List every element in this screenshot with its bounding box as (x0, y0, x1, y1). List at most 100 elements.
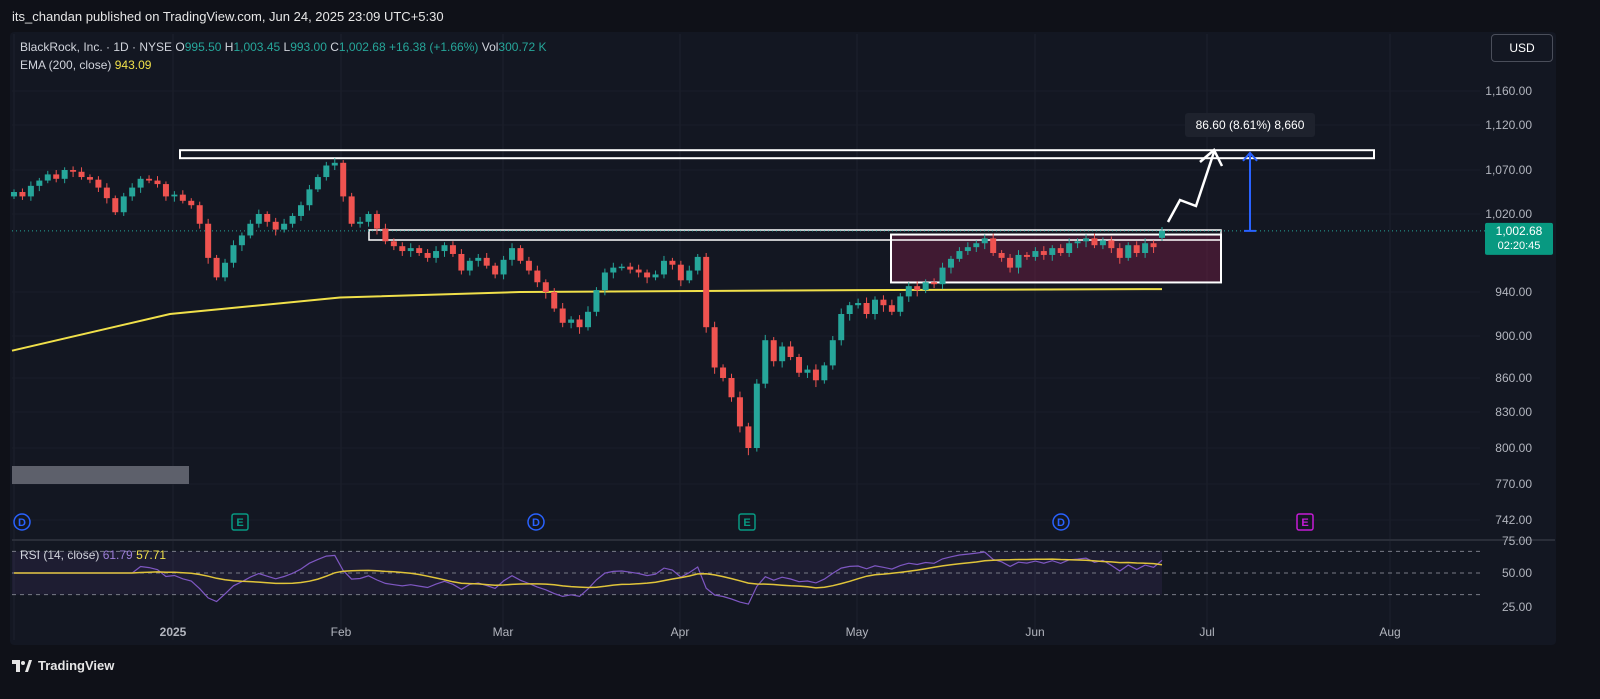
candle-body (1066, 243, 1073, 253)
rsi-ma-line (14, 558, 1163, 589)
candle-body (517, 248, 524, 261)
candle-body (652, 274, 659, 278)
candle-body (762, 340, 769, 384)
candle-body (880, 299, 887, 306)
x-tick-label: 2025 (160, 625, 187, 639)
candle-body (103, 187, 110, 199)
y-tick-label: 1,120.00 (1485, 118, 1532, 132)
candle-body (247, 223, 254, 236)
candle-body (576, 319, 583, 328)
candle-body (669, 260, 676, 265)
candle-body (542, 282, 549, 292)
candle-body (466, 260, 473, 271)
candle-body (314, 177, 321, 190)
candle-body (70, 170, 77, 172)
candle-body (509, 248, 516, 260)
hidden-panel-block (12, 466, 189, 484)
candle-body (171, 194, 178, 197)
candle-body (956, 251, 963, 259)
event-marker-letter: E (1301, 517, 1308, 529)
candle-body (703, 256, 710, 328)
candle-body (390, 241, 397, 247)
candle-body (990, 238, 997, 253)
candle-body (585, 311, 591, 328)
rsi-tick-label: 25.00 (1502, 600, 1532, 614)
event-marker-e[interactable]: E (231, 513, 249, 531)
candle-body (53, 174, 60, 179)
x-tick-label: Mar (493, 625, 514, 639)
countdown-value: 02:20:45 (1498, 240, 1541, 252)
candle-body (137, 178, 144, 188)
candle-body (281, 223, 288, 230)
x-tick-label: Jul (1199, 625, 1214, 639)
candle-body (635, 269, 642, 273)
candle-body (677, 264, 684, 281)
candles (11, 158, 1165, 456)
candle-body (787, 346, 794, 357)
candle-body (627, 266, 634, 270)
candle-body (568, 319, 575, 323)
event-marker-letter: D (532, 517, 540, 529)
candle-body (770, 340, 777, 362)
currency-button[interactable]: USD (1491, 34, 1553, 62)
x-tick-label: Jun (1025, 625, 1044, 639)
candle-body (888, 305, 895, 312)
candle-body (500, 259, 507, 275)
event-marker-d[interactable]: D (1052, 513, 1070, 531)
y-tick-label: 1,020.00 (1485, 207, 1532, 221)
event-marker-d[interactable]: D (13, 513, 31, 531)
event-marker-square (1296, 513, 1314, 531)
event-marker-d[interactable]: D (527, 513, 545, 531)
resistance-zone-box (179, 149, 1375, 160)
candle-body (112, 198, 119, 213)
candle-body (947, 258, 954, 268)
candle-body (686, 270, 693, 281)
candle-body (340, 162, 347, 197)
candle-body (863, 303, 870, 314)
candle-body (492, 265, 499, 275)
symbol-label: BlackRock, Inc. · 1D · NYSE (20, 40, 173, 54)
candle-body (1032, 251, 1039, 257)
candle-body (323, 165, 330, 178)
candle-body (1142, 243, 1149, 253)
candle-body (1159, 230, 1165, 238)
brand-footer[interactable]: TradingView (12, 658, 114, 673)
event-marker-circle (1052, 513, 1070, 531)
y-tick-label: 900.00 (1495, 329, 1532, 343)
candle-body (821, 365, 828, 381)
event-marker-letter: D (18, 517, 26, 529)
candle-body (154, 180, 161, 185)
candle-body (660, 260, 667, 275)
candle-body (213, 257, 220, 278)
last-price-tag (1485, 222, 1553, 255)
candle-body (11, 192, 17, 197)
candle-body (1074, 241, 1081, 244)
candle-body (1007, 257, 1014, 268)
event-marker-circle (13, 513, 31, 531)
y-tick-label: 860.00 (1495, 371, 1532, 385)
candle-body (1049, 248, 1056, 255)
candle-body (1015, 254, 1022, 268)
candle-body (365, 214, 372, 222)
candle-body (711, 327, 718, 368)
candle-body (1023, 254, 1030, 257)
event-marker-letter: E (236, 517, 243, 529)
candle-body (78, 171, 85, 178)
publisher-bar: its_chandan published on TradingView.com… (0, 0, 1600, 32)
candle-body (357, 221, 364, 224)
candle-body (964, 247, 971, 252)
candle-body (973, 243, 980, 248)
event-marker-e[interactable]: E (738, 513, 756, 531)
ema-label: EMA (200, close) (20, 58, 112, 72)
candle-body (458, 253, 465, 271)
event-marker-e[interactable]: E (1296, 513, 1314, 531)
candle-body (855, 303, 862, 306)
y-tick-label: 770.00 (1495, 477, 1532, 491)
candle-body (483, 257, 490, 266)
measure-label-box (1185, 113, 1315, 137)
candle-body (914, 286, 921, 291)
candle-body (931, 282, 938, 285)
candle-body (1099, 240, 1106, 246)
candle-body (736, 397, 743, 427)
